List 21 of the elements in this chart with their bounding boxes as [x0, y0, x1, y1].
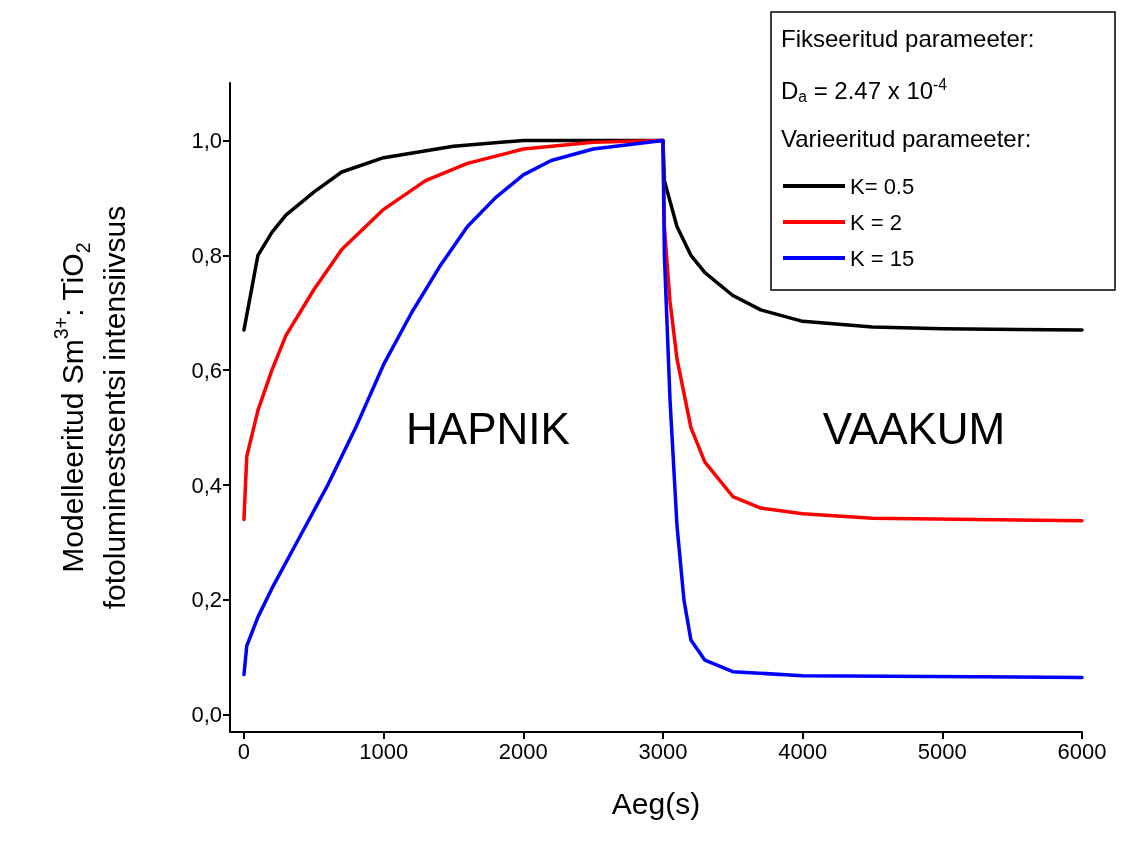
x-tick-label: 3000 [638, 738, 688, 764]
x-tick-label: 1000 [359, 738, 409, 764]
annotation: VAAKUM [822, 403, 1006, 453]
y-tick-label: 0,2 [191, 587, 222, 613]
x-axis-title: Aeg(s) [611, 786, 701, 820]
x-tick-label: 6000 [1057, 738, 1107, 764]
y-tick-label: 1,0 [191, 127, 222, 153]
text: Fikseeritud parameeter: [781, 24, 1035, 52]
y-tick-label: 0,4 [191, 472, 222, 498]
y-tick-label: 0,6 [191, 357, 222, 383]
x-tick-label: 4000 [778, 738, 828, 764]
legend-label: K = 15 [850, 245, 915, 271]
y-tick-label: 0,8 [191, 242, 222, 268]
x-tick-label: 5000 [917, 738, 967, 764]
x-tick-label: 0 [237, 738, 251, 764]
legend-label: K= 0.5 [850, 173, 915, 199]
x-tick-label: 2000 [498, 738, 548, 764]
y-tick-label: 0,0 [191, 702, 222, 728]
legend-label: K = 2 [850, 209, 902, 235]
annotation: HAPNIK [406, 403, 570, 453]
legend-title: Varieeritud parameeter: [781, 124, 1032, 152]
